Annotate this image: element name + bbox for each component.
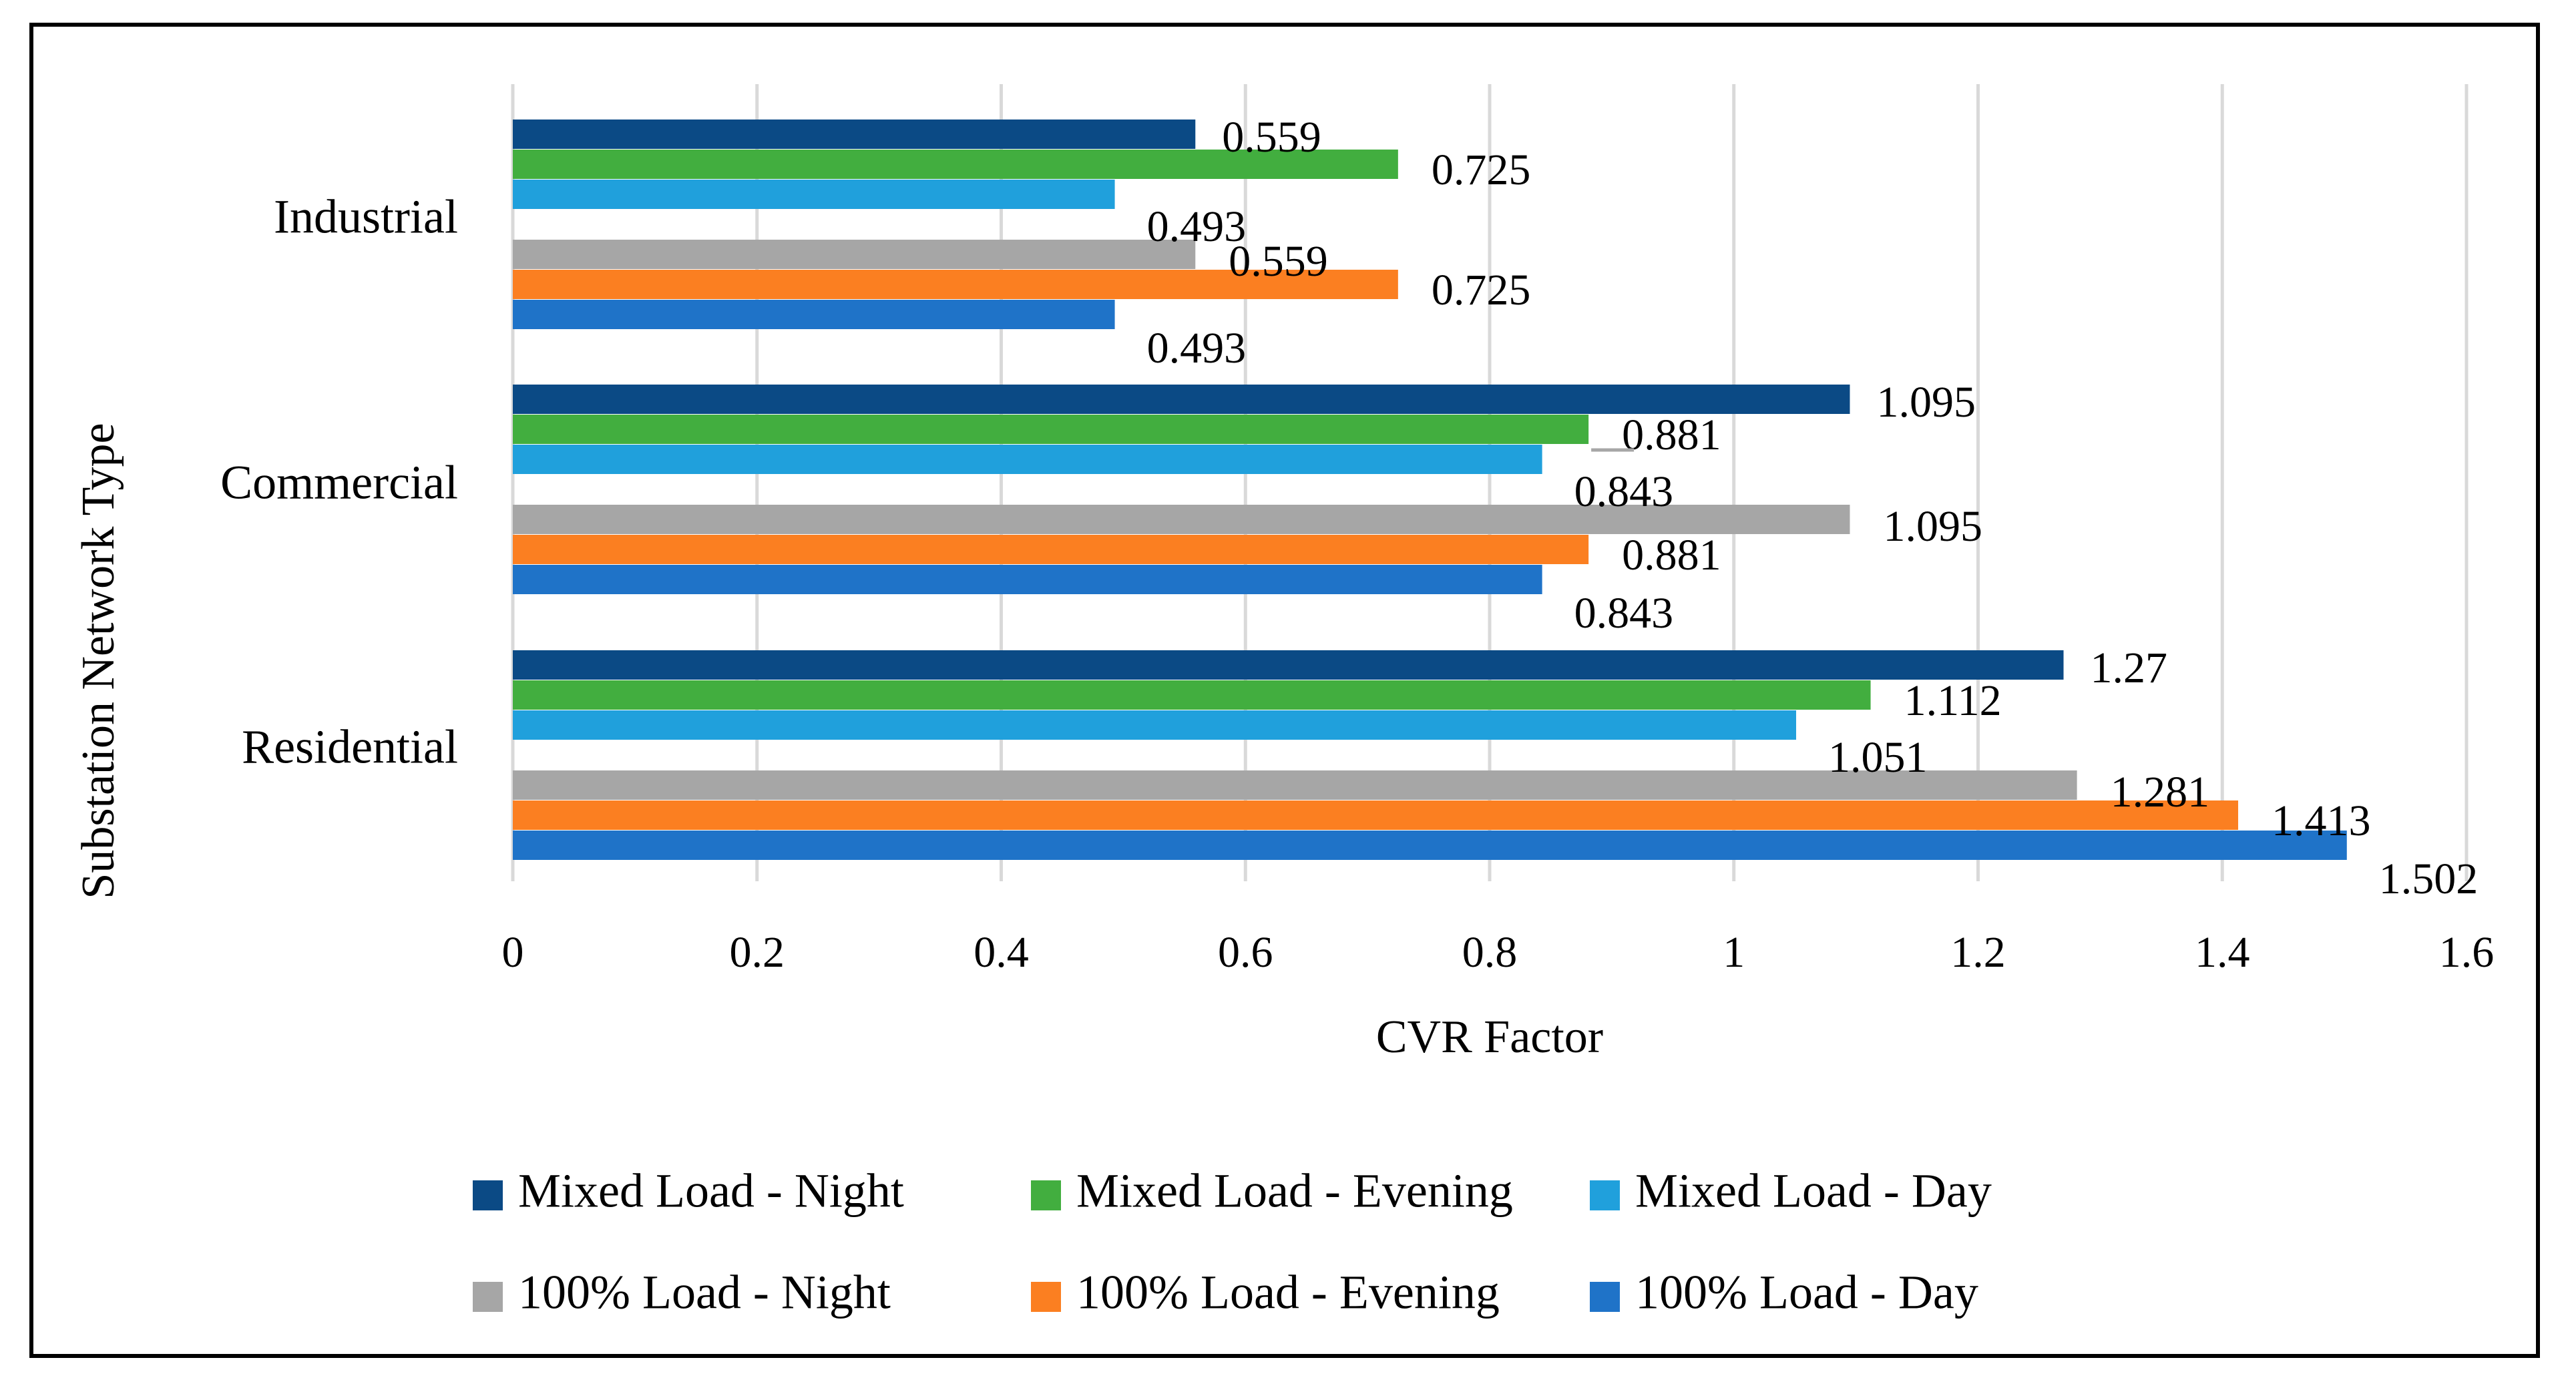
data-label-industrial-mixed-load-night: 0.559 bbox=[1222, 113, 1321, 162]
bar-commercial-100pct-load-night bbox=[513, 505, 1850, 534]
data-label-residential-100pct-load-day: 1.502 bbox=[2379, 855, 2479, 903]
legend-swatch-100pct-load-evening bbox=[1031, 1282, 1061, 1312]
legend-swatch-100pct-load-day bbox=[1590, 1282, 1620, 1312]
x-tick-label-0: 0 bbox=[502, 928, 524, 977]
legend-label-100pct-load-night: 100% Load - Night bbox=[518, 1266, 891, 1319]
data-label-residential-mixed-load-night: 1.27 bbox=[2091, 644, 2168, 692]
x-tick-label-0-8: 0.8 bbox=[1462, 928, 1518, 977]
data-label-commercial-100pct-load-night: 1.095 bbox=[1883, 502, 1982, 551]
legend-label-mixed-load-night: Mixed Load - Night bbox=[518, 1164, 904, 1218]
bar-commercial-100pct-load-evening bbox=[513, 535, 1589, 564]
legend: Mixed Load - Night Mixed Load - Evening Mi… bbox=[473, 1164, 1992, 1319]
legend-swatch-mixed-load-evening bbox=[1031, 1180, 1061, 1210]
bars bbox=[513, 120, 2347, 860]
y-axis-title: Substation Network Type bbox=[73, 423, 124, 899]
bar-residential-mixed-load-day bbox=[513, 710, 1797, 740]
bar-residential-100pct-load-night bbox=[513, 770, 2077, 800]
bar-industrial-100pct-load-night bbox=[513, 240, 1196, 269]
x-tick-label-1-4: 1.4 bbox=[2195, 928, 2250, 977]
data-label-commercial-mixed-load-day: 0.843 bbox=[1574, 467, 1674, 516]
data-labels: 0.5590.7250.4930.5590.7250.4931.0950.881… bbox=[1147, 113, 2479, 903]
data-label-industrial-100pct-load-evening: 0.725 bbox=[1432, 266, 1531, 314]
legend-label-100pct-load-day: 100% Load - Day bbox=[1635, 1266, 1978, 1319]
legend-label-mixed-load-evening: Mixed Load - Evening bbox=[1076, 1164, 1513, 1218]
bar-commercial-mixed-load-day bbox=[513, 445, 1542, 474]
bar-industrial-mixed-load-day bbox=[513, 180, 1115, 209]
cvr-factor-bar-chart: 0.5590.7250.4930.5590.7250.4931.0950.881… bbox=[73, 84, 2494, 1319]
x-tick-label-0-4: 0.4 bbox=[974, 928, 1029, 977]
data-label-industrial-mixed-load-evening: 0.725 bbox=[1432, 146, 1531, 194]
data-label-residential-100pct-load-evening: 1.413 bbox=[2272, 796, 2371, 845]
axes: CVR Factor Substation Network Type 0 0.2 0… bbox=[73, 190, 2494, 1063]
data-label-industrial-mixed-load-day: 0.493 bbox=[1147, 202, 1247, 251]
bar-residential-mixed-load-evening bbox=[513, 680, 1871, 710]
category-label-industrial: Industrial bbox=[274, 190, 458, 244]
data-label-residential-mixed-load-day: 1.051 bbox=[1828, 733, 1928, 782]
x-tick-label-0-2: 0.2 bbox=[730, 928, 785, 977]
legend-swatch-100pct-load-night bbox=[473, 1282, 503, 1312]
data-label-commercial-mixed-load-night: 1.095 bbox=[1876, 378, 1976, 427]
bar-residential-100pct-load-day bbox=[513, 831, 2347, 860]
chart-frame: 0.559 0.725 0.493 0.559 0.725 0.493 1.095 0.881… bbox=[29, 23, 2540, 1358]
data-label-commercial-mixed-load-evening: 0.881 bbox=[1622, 411, 1721, 459]
x-axis-title: CVR Factor bbox=[1376, 1011, 1603, 1063]
gridlines bbox=[511, 84, 2468, 881]
bar-residential-100pct-load-evening bbox=[513, 800, 2239, 830]
bar-industrial-100pct-load-evening bbox=[513, 270, 1398, 299]
data-label-commercial-100pct-load-evening: 0.881 bbox=[1622, 531, 1721, 579]
x-tick-label-1-6: 1.6 bbox=[2439, 928, 2495, 977]
bar-commercial-mixed-load-night bbox=[513, 385, 1850, 414]
x-tick-label-1-2: 1.2 bbox=[1950, 928, 2006, 977]
bar-industrial-mixed-load-evening bbox=[513, 150, 1398, 179]
bar-commercial-100pct-load-day bbox=[513, 565, 1542, 594]
data-label-industrial-100pct-load-night: 0.559 bbox=[1229, 237, 1328, 286]
legend-swatch-mixed-load-night bbox=[473, 1180, 503, 1210]
data-label-commercial-100pct-load-day: 0.843 bbox=[1574, 589, 1674, 638]
legend-label-mixed-load-day: Mixed Load - Day bbox=[1635, 1164, 1992, 1218]
bar-industrial-100pct-load-day bbox=[513, 300, 1115, 329]
data-label-residential-100pct-load-night: 1.281 bbox=[2111, 768, 2210, 817]
legend-swatch-mixed-load-day bbox=[1590, 1180, 1620, 1210]
data-label-industrial-100pct-load-day: 0.493 bbox=[1147, 324, 1247, 373]
bar-industrial-mixed-load-night bbox=[513, 120, 1196, 149]
bar-commercial-mixed-load-evening bbox=[513, 415, 1589, 444]
data-label-residential-mixed-load-evening: 1.112 bbox=[1904, 676, 2002, 725]
x-tick-label-1: 1 bbox=[1723, 928, 1745, 977]
x-tick-label-0-6: 0.6 bbox=[1218, 928, 1273, 977]
bar-residential-mixed-load-night bbox=[513, 650, 2064, 680]
category-label-residential: Residential bbox=[242, 720, 458, 774]
legend-label-100pct-load-evening: 100% Load - Evening bbox=[1076, 1266, 1500, 1319]
category-label-commercial: Commercial bbox=[220, 456, 458, 509]
